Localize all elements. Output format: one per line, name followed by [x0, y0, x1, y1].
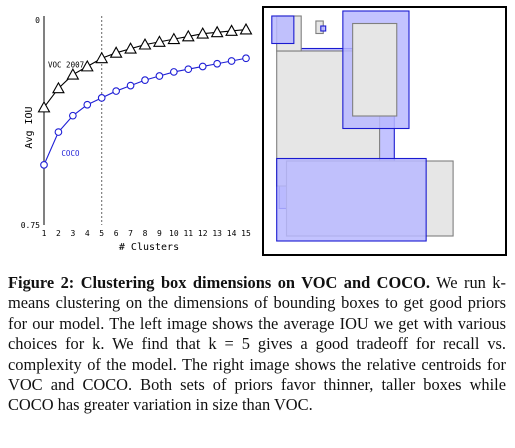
voc-centroid-box — [352, 22, 398, 117]
y-tick-label: 0 — [35, 16, 40, 25]
data-point — [126, 81, 135, 90]
x-tick-label: 4 — [85, 229, 90, 238]
x-tick-label: 9 — [157, 229, 162, 238]
data-point — [210, 25, 224, 38]
data-point — [66, 68, 80, 80]
data-point — [181, 29, 195, 42]
coco-centroid-box — [276, 157, 427, 242]
x-tick-label: 13 — [212, 229, 222, 238]
y-axis-label: Avg IOU — [24, 106, 35, 148]
data-point — [155, 72, 164, 80]
x-axis-label: # Clusters — [119, 242, 179, 253]
x-tick-label: 1 — [42, 229, 47, 238]
caption-title: Clustering box dimensions on VOC and COC… — [80, 273, 430, 292]
data-point — [227, 57, 236, 65]
data-point — [54, 128, 63, 136]
x-tick-label: 7 — [128, 229, 133, 238]
x-tick-label: 11 — [183, 229, 193, 238]
data-point — [80, 59, 94, 72]
y-tick-label: 0.75 — [21, 221, 40, 230]
data-point — [198, 62, 207, 71]
data-point — [40, 161, 48, 169]
x-tick-label: 2 — [56, 229, 61, 238]
x-tick-label: 15 — [241, 229, 251, 238]
x-tick-label: 14 — [227, 229, 237, 238]
caption-body: We run k-means clustering on the dimensi… — [8, 273, 506, 415]
data-point — [141, 76, 149, 84]
caption-label: Figure 2: — [8, 273, 75, 292]
data-point — [97, 94, 106, 102]
coco-centroid-box — [320, 25, 327, 32]
x-tick-label: 12 — [198, 229, 208, 238]
series-label: VOC 2007 — [48, 61, 84, 70]
data-point — [95, 51, 109, 64]
data-point — [152, 35, 166, 47]
series-voc-2007: VOC 2007 — [37, 22, 253, 113]
data-point — [138, 37, 152, 50]
coco-centroid-box — [271, 15, 295, 45]
data-point — [109, 46, 123, 58]
series-label: COCO — [61, 149, 80, 158]
data-point — [69, 111, 77, 120]
centroid-boxes — [271, 10, 454, 242]
x-tick-label: 6 — [114, 229, 119, 238]
box-centroids-figure — [262, 6, 507, 256]
data-point — [112, 87, 120, 95]
x-tick-label: 5 — [99, 229, 104, 238]
data-point — [167, 32, 181, 45]
data-point — [239, 22, 253, 35]
data-point — [83, 100, 92, 109]
avg-iou-chart: 00.751 2 3 4 5 6 7 8 9 10 11 12 13 14 15# ClustersAvg … — [21, 16, 253, 253]
data-point — [124, 42, 138, 54]
x-tick-label: 10 — [169, 229, 179, 238]
data-point — [170, 68, 178, 76]
data-point — [225, 24, 239, 36]
data-point — [184, 65, 193, 74]
data-point — [37, 100, 51, 113]
data-point — [196, 27, 210, 39]
series-coco: COCO — [40, 54, 250, 169]
data-point — [213, 59, 221, 68]
figure-caption: Figure 2: Clustering box dimensions on V… — [8, 273, 506, 416]
data-point — [242, 54, 250, 63]
data-point — [51, 81, 65, 94]
x-tick-label: 3 — [70, 229, 75, 238]
x-tick-label: 8 — [143, 229, 148, 238]
